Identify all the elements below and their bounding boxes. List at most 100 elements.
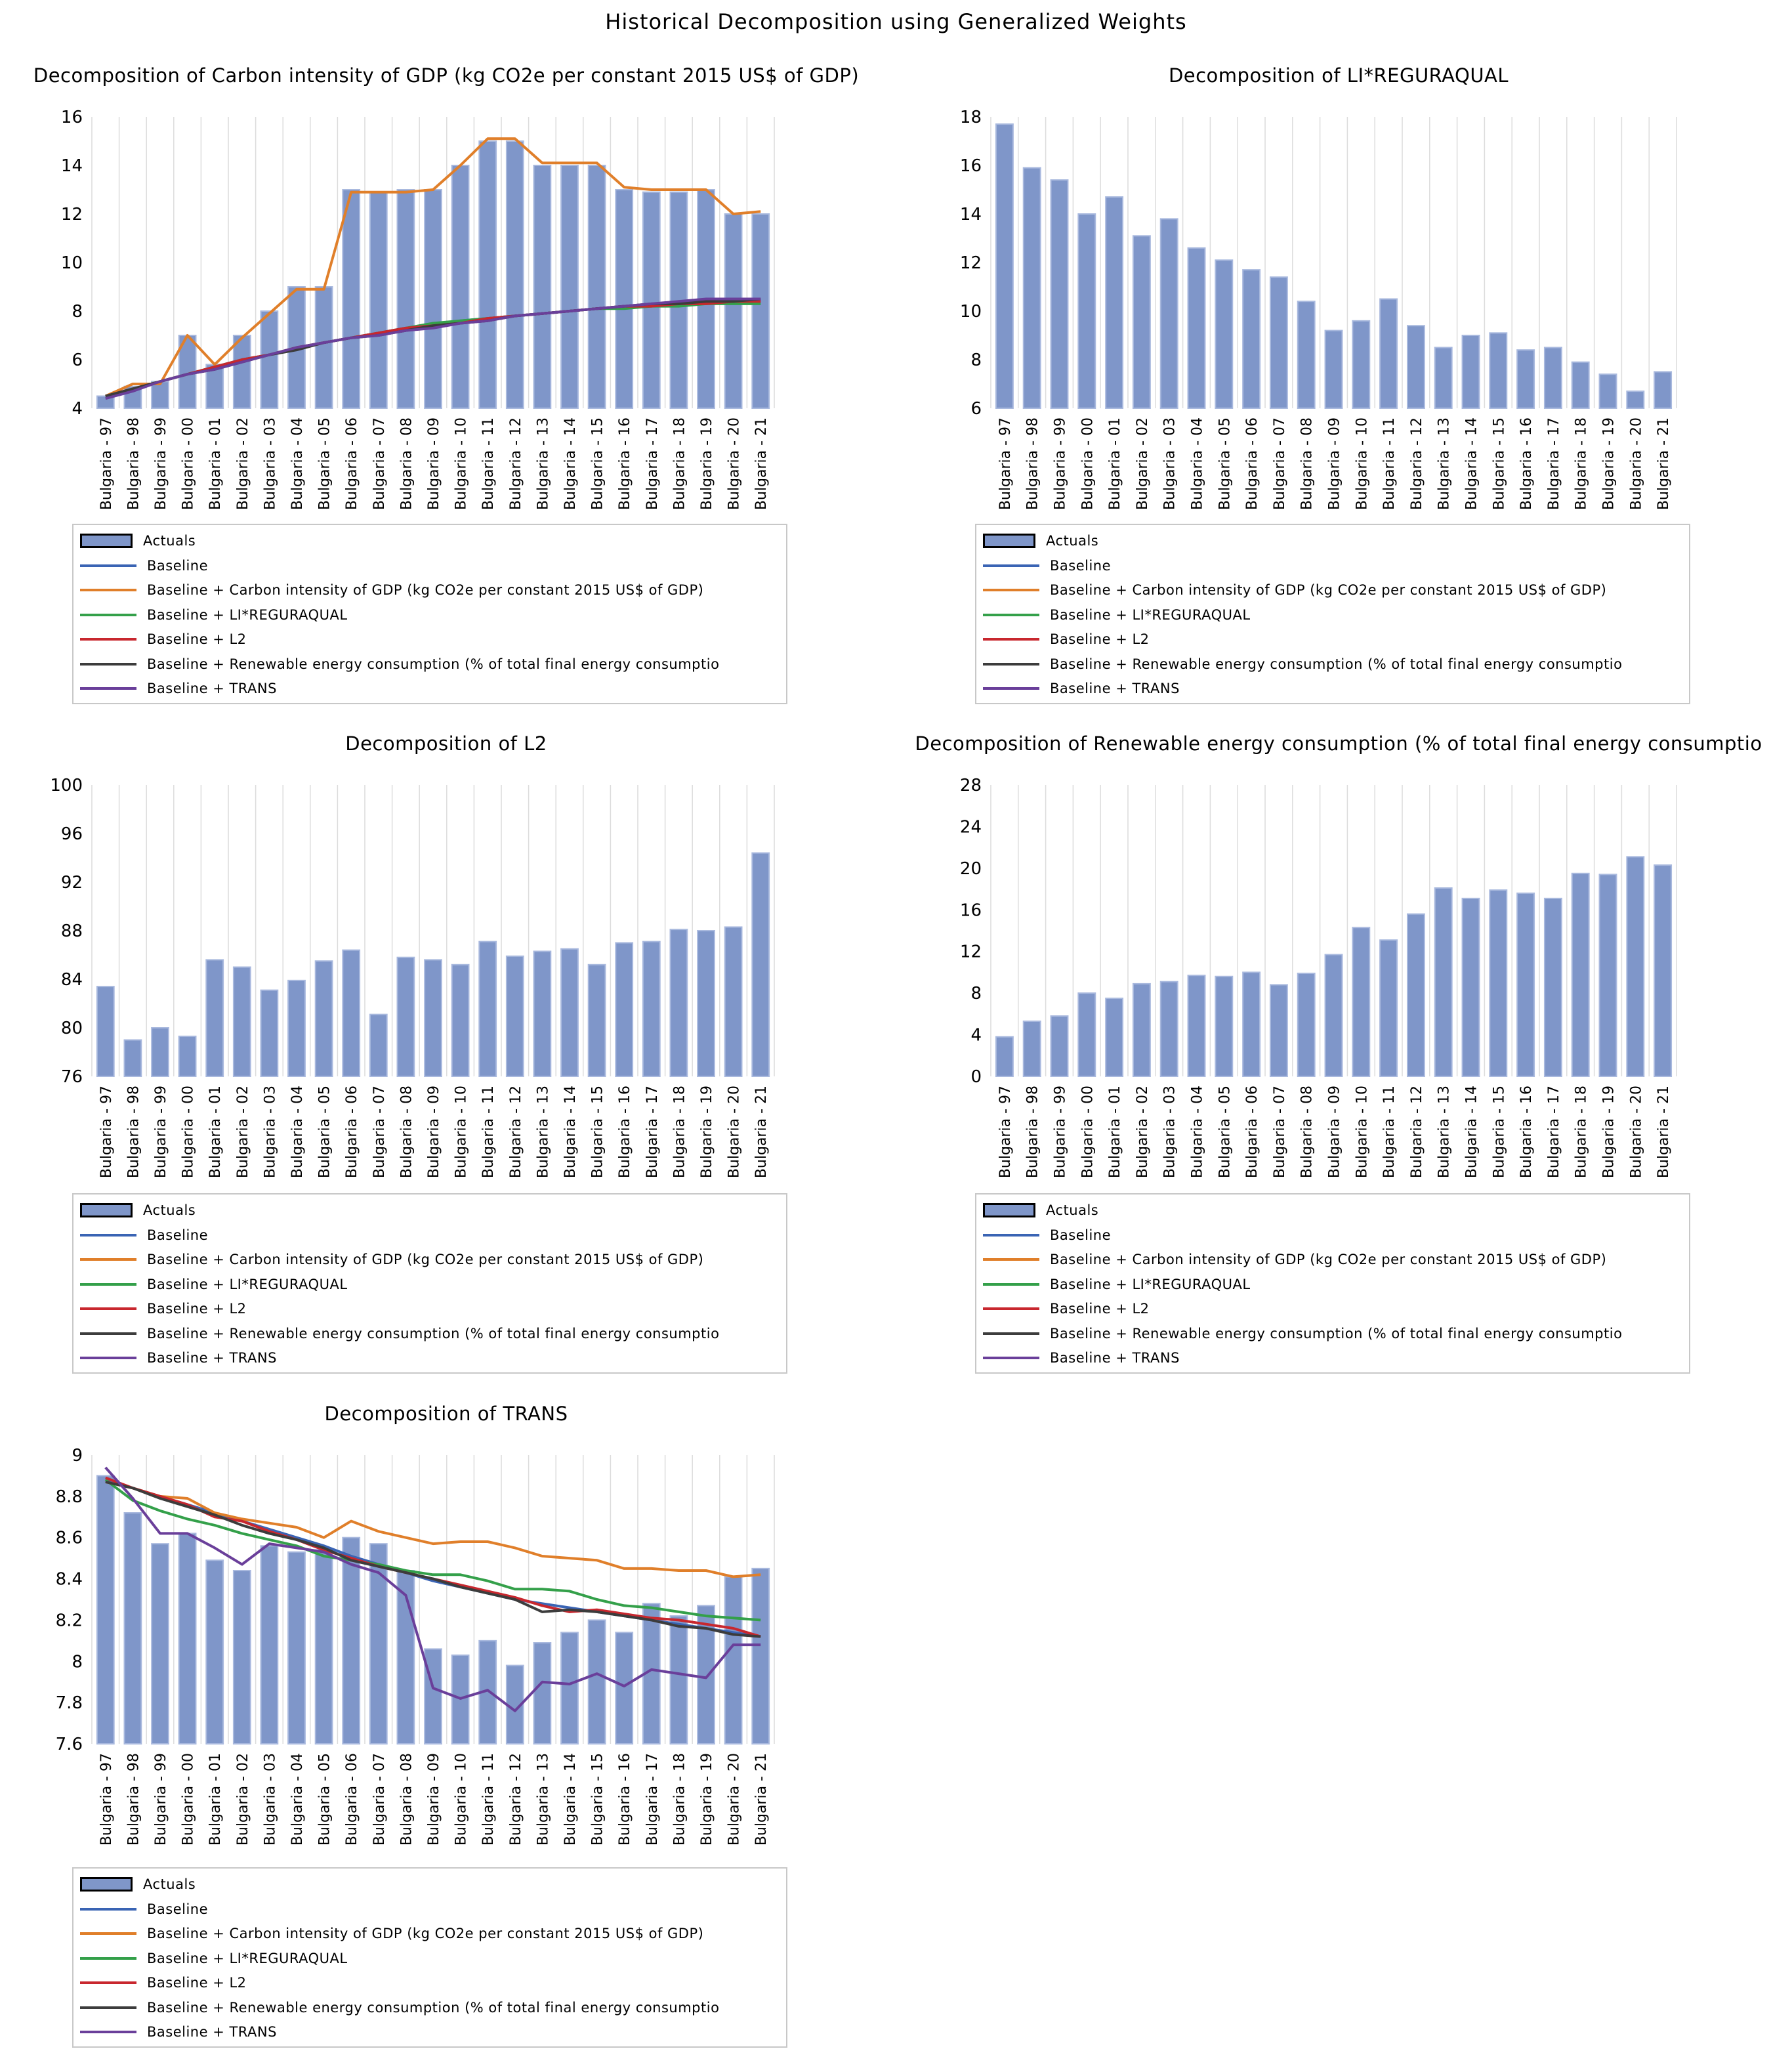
actual-bar (1132, 235, 1151, 409)
y-tick-label: 8.4 (56, 1570, 83, 1590)
category-label: Bulgaria - 14 (562, 1086, 579, 1178)
category-label: Bulgaria - 06 (344, 1086, 360, 1178)
actual-bar (232, 1570, 251, 1744)
actual-bar (396, 1570, 415, 1744)
legend-swatch (80, 1332, 136, 1335)
actual-bar (178, 1533, 197, 1745)
y-tick-label: 6 (970, 399, 982, 419)
category-label: Bulgaria - 01 (207, 1086, 224, 1178)
actual-bar (424, 1648, 442, 1744)
legend-item-baseline: Baseline (80, 554, 208, 578)
legend-label: Baseline + Renewable energy consumption … (147, 1999, 720, 2016)
actual-bar (232, 335, 251, 409)
legend-item-trans: Baseline + TRANS (80, 1346, 277, 1370)
category-label: Bulgaria - 11 (480, 1753, 497, 1846)
y-tick-label: 8 (970, 984, 982, 1004)
legend-swatch (80, 1282, 136, 1286)
actual-bar (560, 165, 579, 409)
category-label: Bulgaria - 10 (453, 1086, 470, 1178)
actual-bar (1050, 1015, 1069, 1077)
chart-title: Decomposition of LI*REGURAQUAL (1168, 64, 1509, 87)
actual-bar (96, 1475, 115, 1745)
legend-swatch (80, 1907, 136, 1911)
legend-swatch (80, 2006, 136, 2009)
y-tick-label: 28 (960, 776, 982, 795)
category-label: Bulgaria - 16 (617, 1753, 633, 1846)
legend-swatch (80, 1357, 136, 1359)
category-label: Bulgaria - 15 (1491, 417, 1507, 510)
legend-swatch (80, 1981, 136, 1984)
category-label: Bulgaria - 97 (997, 417, 1014, 510)
legend-label: Baseline + TRANS (147, 1350, 277, 1366)
category-label: Bulgaria - 21 (753, 417, 770, 510)
category-label: Bulgaria - 98 (1025, 417, 1041, 510)
legend-swatch (80, 1233, 136, 1237)
y-tick-label: 4 (72, 399, 83, 419)
category-label: Bulgaria - 14 (562, 1753, 579, 1846)
legend-label: Actuals (1046, 1202, 1099, 1218)
legend-item-carbon: Baseline + Carbon intensity of GDP (kg C… (80, 1922, 703, 1945)
actual-bar (1434, 887, 1453, 1077)
actual-bar (314, 286, 333, 409)
actual-bar (396, 189, 415, 409)
legend-swatch (80, 1258, 136, 1261)
actual-bar (1543, 897, 1562, 1077)
y-tick-label: 12 (960, 942, 982, 962)
actual-bar (1242, 269, 1261, 409)
legend-item-regqual: Baseline + LI*REGURAQUAL (80, 1273, 348, 1296)
actual-bar (287, 1551, 306, 1744)
legend-label: Baseline + Renewable energy consumption … (1050, 1325, 1623, 1342)
category-label: Bulgaria - 15 (1491, 1086, 1507, 1178)
legend-item-l2: Baseline + L2 (80, 1297, 247, 1321)
category-label: Bulgaria - 16 (1518, 1086, 1535, 1178)
category-label: Bulgaria - 98 (1025, 1086, 1041, 1178)
actual-bar (260, 989, 279, 1077)
category-label: Bulgaria - 01 (1107, 1086, 1123, 1178)
y-tick-label: 96 (61, 824, 83, 844)
category-label: Bulgaria - 18 (671, 1753, 688, 1846)
category-label: Bulgaria - 06 (344, 417, 360, 510)
actual-bar (123, 1512, 142, 1744)
legend-label: Actuals (1046, 533, 1099, 549)
chart-legend: Actuals Baseline Baseline + Carbon intensi… (72, 1193, 787, 1374)
legend-swatch (983, 613, 1039, 616)
actual-bar (1297, 973, 1316, 1077)
legend-label: Actuals (143, 1876, 196, 1892)
category-label: Bulgaria - 04 (289, 1753, 306, 1846)
category-label: Bulgaria - 17 (644, 417, 661, 510)
actual-bar (205, 959, 224, 1077)
chart-legend: Actuals Baseline Baseline + Carbon intensi… (72, 1867, 787, 2048)
category-label: Bulgaria - 02 (235, 1753, 251, 1846)
legend-label: Baseline (1050, 1227, 1112, 1243)
legend-item-carbon: Baseline + Carbon intensity of GDP (kg C… (80, 578, 703, 602)
legend-swatch (983, 1233, 1039, 1237)
chart-trans: 7.6 7.8 8 8.2 8.4 8.6 8.8 9 Bulgaria - 97 Bulgari… (56, 1446, 775, 1846)
category-label: Bulgaria - 13 (1436, 1086, 1453, 1178)
actual-bar (1571, 872, 1590, 1078)
category-label: Bulgaria - 09 (1327, 417, 1343, 510)
actual-bar (1159, 218, 1178, 409)
y-tick-label: 10 (61, 253, 83, 273)
actual-bar (1269, 276, 1288, 410)
legend-label: Baseline + LI*REGURAQUAL (147, 1950, 348, 1966)
category-label: Bulgaria - 03 (262, 1753, 278, 1846)
category-label: Bulgaria - 19 (1601, 417, 1617, 510)
legend-item-trans: Baseline + TRANS (983, 1346, 1180, 1370)
category-label: Bulgaria - 00 (1079, 1086, 1096, 1178)
actual-bar (260, 310, 279, 409)
y-tick-label: 8.6 (56, 1529, 83, 1548)
category-label: Bulgaria - 17 (1546, 417, 1562, 510)
category-label: Bulgaria - 20 (1628, 1086, 1644, 1178)
category-label: Bulgaria - 16 (1518, 417, 1535, 510)
y-tick-label: 16 (960, 156, 982, 176)
actual-bar (1654, 371, 1673, 409)
legend-item-l2: Baseline + L2 (80, 627, 247, 651)
legend-item-baseline: Baseline (983, 554, 1111, 578)
y-tick-label: 10 (960, 302, 982, 322)
category-label: Bulgaria - 99 (153, 1086, 169, 1178)
legend-label: Baseline + Renewable energy consumption … (1050, 656, 1623, 672)
category-label: Bulgaria - 97 (98, 1753, 115, 1846)
y-tick-label: 18 (960, 108, 982, 127)
category-label: Bulgaria - 09 (426, 1753, 442, 1846)
trans-line (104, 1466, 761, 1712)
